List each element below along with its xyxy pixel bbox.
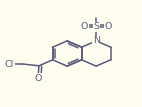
Text: O: O [35,74,42,83]
Text: Cl: Cl [5,59,14,68]
Text: N: N [93,36,100,45]
Text: S: S [93,22,99,31]
Text: O: O [104,22,111,31]
Text: O: O [81,22,88,31]
